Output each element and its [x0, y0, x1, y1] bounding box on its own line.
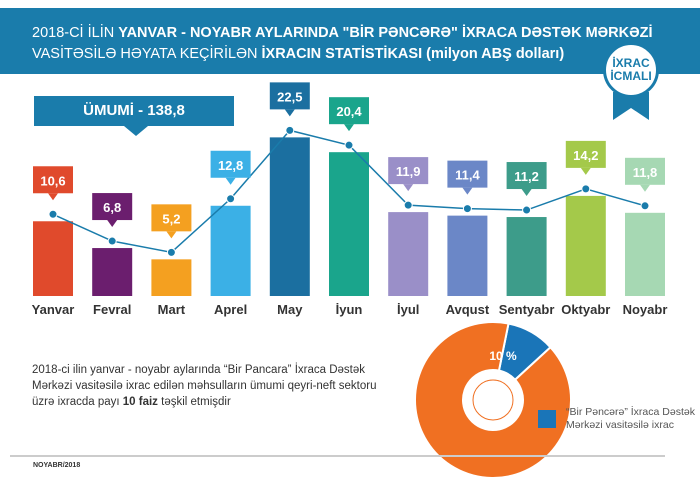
bar — [151, 259, 192, 296]
note-part: təşkil etmişdir — [157, 396, 231, 408]
bar — [625, 212, 665, 296]
x-tick-label: İyun — [336, 302, 363, 317]
data-label-pointer — [107, 220, 118, 228]
note-part: 2018-ci ilin yanvar - noyabr aylarında “… — [32, 364, 377, 408]
data-label-box — [92, 193, 133, 221]
x-tick-label: Yanvar — [32, 302, 75, 317]
trend-point — [462, 204, 472, 214]
title-line-2: VASİTƏSİLƏ HƏYATA KEÇİRİLƏN İXRACIN STAT… — [32, 46, 564, 62]
trend-point — [403, 200, 413, 210]
x-tick-label: May — [277, 302, 303, 317]
note-bold: 10 faiz — [122, 396, 158, 408]
legend-swatch — [538, 410, 556, 428]
data-label: 11,4 — [455, 168, 480, 183]
header-banner: 2018-Cİ İLİN YANVAR - NOYABR AYLARINDA "… — [0, 8, 700, 74]
cycle-icon — [472, 379, 514, 421]
bar — [329, 152, 369, 296]
title-bold: İXRACIN STATİSTİKASI — [261, 46, 423, 62]
data-label-pointer — [166, 231, 177, 239]
title-part: VASİTƏSİLƏ HƏYATA KEÇİRİLƏN — [32, 46, 262, 62]
data-label-pointer — [225, 177, 236, 185]
trend-point — [640, 201, 650, 211]
data-label-box — [329, 97, 369, 125]
bar — [506, 217, 547, 296]
trend-point — [166, 247, 176, 257]
data-label-box — [269, 82, 310, 110]
badge-line: İCMALI — [610, 69, 652, 83]
x-tick-label: Oktyabr — [561, 302, 610, 317]
data-label-box — [33, 166, 73, 194]
data-label: 14,2 — [573, 148, 598, 163]
bar — [210, 205, 251, 296]
data-label: 5,2 — [162, 211, 180, 226]
x-tick-label: Noyabr — [623, 302, 668, 317]
data-label-pointer — [48, 193, 58, 201]
note-text: 2018-ci ilin yanvar - noyabr aylarında “… — [32, 362, 392, 410]
data-label-pointer — [580, 167, 591, 175]
x-tick-label: Mart — [158, 302, 186, 317]
x-tick-label: Avqust — [446, 302, 490, 317]
title-line-1: 2018-Cİ İLİN YANVAR - NOYABR AYLARINDA "… — [32, 25, 653, 41]
bar — [92, 248, 133, 296]
data-label-box — [210, 150, 251, 178]
trend-point — [226, 194, 236, 204]
data-label-pointer — [344, 124, 354, 132]
title-part: 2018-Cİ İLİN — [32, 25, 119, 41]
badge-ribbon-icon — [613, 92, 649, 120]
ixrac-icmali-badge: İXRAC İCMALI — [603, 42, 659, 98]
donut-share-label: 10 % — [489, 349, 517, 363]
footer-date: NOYABR/2018 — [33, 462, 81, 469]
data-label: 22,5 — [277, 89, 302, 104]
title-unit: (milyon ABŞ dolları) — [422, 46, 565, 62]
data-label-box — [151, 204, 192, 232]
trend-point — [522, 205, 532, 215]
data-label: 12,8 — [218, 158, 243, 173]
data-label: 11,8 — [633, 165, 658, 180]
legend-label: “Bir Pəncərə” İxraca Dəstək Mərkəzi vasi… — [566, 406, 695, 431]
trend-point — [48, 209, 58, 219]
data-label-pointer — [640, 184, 650, 192]
data-label-pointer — [403, 184, 414, 192]
data-label: 20,4 — [336, 104, 362, 119]
bar — [565, 195, 606, 296]
data-label-pointer — [521, 189, 532, 197]
badge-line: İXRAC — [612, 56, 650, 70]
total-label: ÜMUMİ - 138,8 — [34, 96, 234, 136]
trend-point — [285, 125, 295, 135]
bar — [388, 212, 429, 296]
data-label: 6,8 — [103, 200, 121, 215]
trend-point — [107, 236, 117, 246]
data-label: 10,6 — [40, 173, 65, 188]
data-label-box — [388, 157, 429, 185]
x-tick-label: Sentyabr — [499, 302, 555, 317]
footer-divider — [10, 455, 665, 457]
x-tick-label: İyul — [397, 302, 419, 317]
data-label-box — [506, 162, 547, 190]
data-label-box — [565, 140, 606, 168]
x-tick-label: Aprel — [214, 302, 247, 317]
data-label-box — [447, 160, 488, 188]
trend-point — [344, 140, 354, 150]
title-bold: YANVAR - NOYABR AYLARINDA "BİR PƏNCƏRƏ" … — [118, 25, 653, 41]
data-label: 11,2 — [514, 169, 539, 184]
x-tick-label: Fevral — [93, 302, 131, 317]
bar — [269, 137, 310, 296]
data-label-pointer — [284, 109, 295, 117]
bar — [447, 215, 488, 296]
data-label-box — [625, 157, 665, 185]
trend-point — [581, 184, 591, 194]
data-label-pointer — [462, 187, 473, 195]
bar — [33, 221, 73, 296]
data-label: 11,9 — [396, 164, 421, 179]
